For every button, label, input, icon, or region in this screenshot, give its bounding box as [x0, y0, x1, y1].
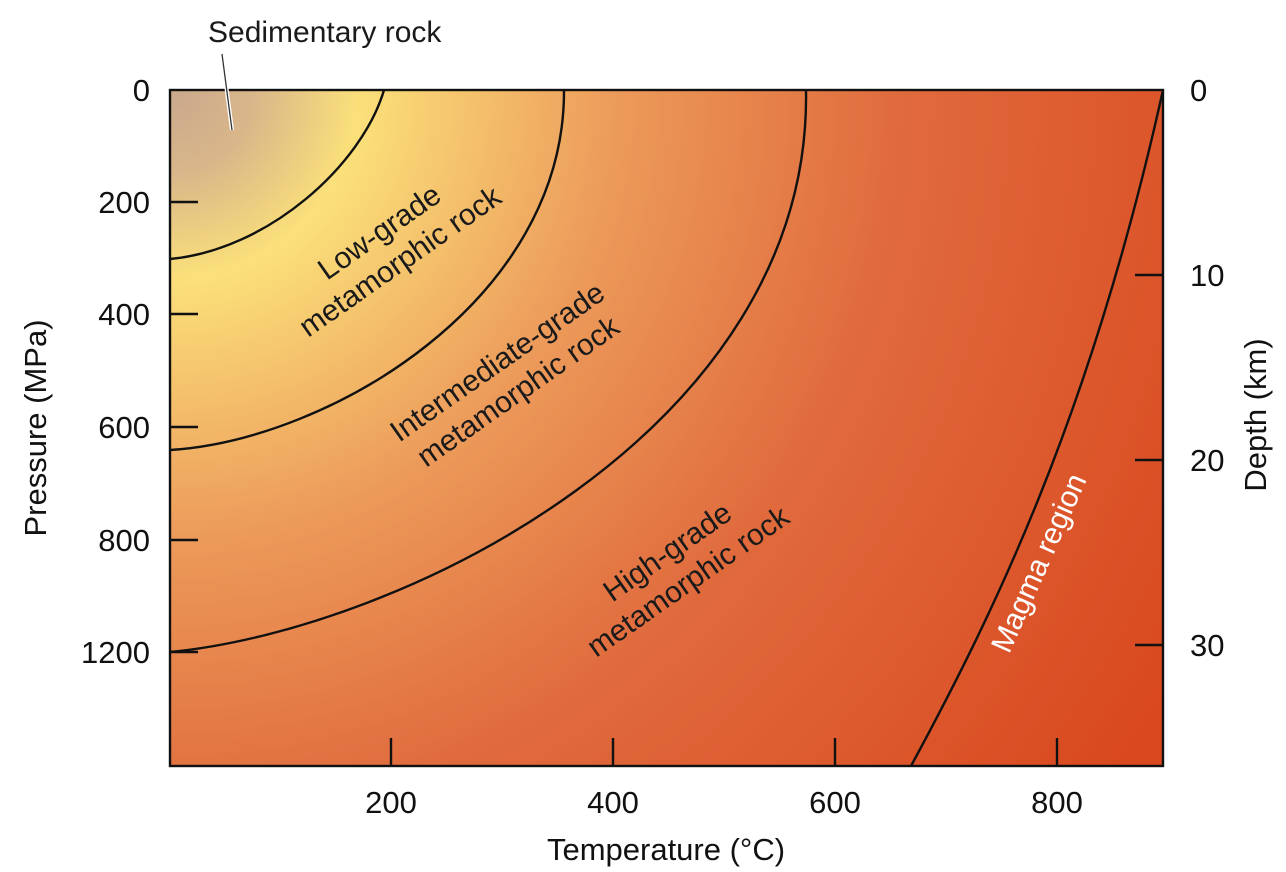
- sedimentary-low-grade-boundary: [169, 89, 386, 261]
- sedimentary-rock-leader-core: [221, 53, 233, 131]
- left-axis-ticks: [170, 200, 198, 654]
- left-tick-label: 0: [133, 73, 150, 108]
- bottom-tick-label: 800: [1031, 785, 1083, 820]
- bottom-tick-label: 600: [809, 785, 861, 820]
- right-tick-label: 20: [1190, 443, 1224, 478]
- right-tick-label: 0: [1190, 73, 1207, 108]
- left-tick-label: 600: [98, 410, 150, 445]
- left-tick-label: 200: [98, 185, 150, 220]
- right-tick-label: 30: [1190, 628, 1224, 663]
- left-tick-label: 1200: [81, 635, 150, 670]
- bottom-axis-title: Temperature (°C): [547, 832, 785, 867]
- bottom-tick-label: 400: [587, 785, 639, 820]
- bottom-axis-tick-labels: 200 400 600 800: [365, 785, 1083, 820]
- plot-background: [170, 90, 1163, 766]
- low-intermediate-grade-boundary: [169, 89, 566, 452]
- right-tick-label: 10: [1190, 258, 1224, 293]
- sedimentary-rock-label: Sedimentary rock: [208, 16, 442, 49]
- intermediate-high-grade-boundary: [169, 89, 808, 654]
- left-axis-title: Pressure (MPa): [18, 319, 53, 536]
- bottom-axis-ticks: [389, 738, 1059, 766]
- left-axis-tick-labels: 0 200 400 600 800 1200: [81, 73, 150, 670]
- bottom-tick-label: 200: [365, 785, 417, 820]
- right-axis-title: Depth (km): [1238, 338, 1273, 491]
- right-axis-tick-labels: 0 10 20 30: [1190, 73, 1224, 663]
- right-axis-ticks: [1135, 273, 1163, 647]
- left-tick-label: 800: [98, 523, 150, 558]
- left-tick-label: 400: [98, 297, 150, 332]
- magma-boundary: [909, 89, 1165, 767]
